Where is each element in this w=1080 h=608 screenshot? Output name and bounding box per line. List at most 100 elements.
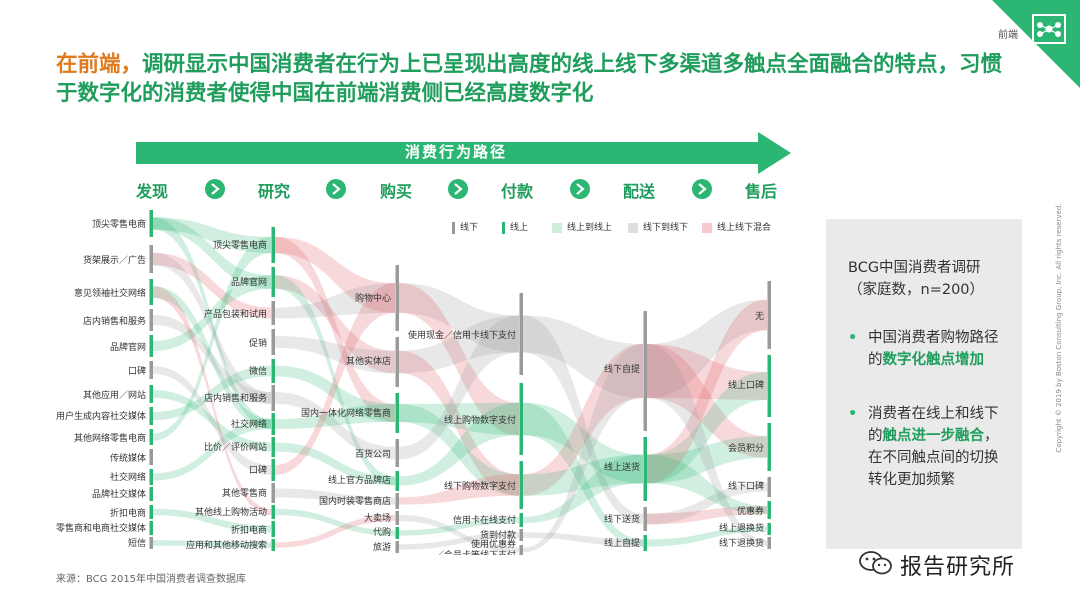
flow-band	[647, 344, 767, 400]
aftersales-node-label: 会员积分	[728, 442, 764, 454]
payment-node-bar	[519, 513, 523, 527]
research-node-label: 社交网络	[231, 418, 267, 430]
flow-band	[153, 419, 271, 481]
chevron-right-icon	[570, 179, 590, 199]
legend-label: 线上线下混合	[717, 223, 772, 233]
discover-node-bar	[149, 245, 153, 273]
stage-delivery: 配送	[623, 182, 656, 201]
flow-band	[275, 442, 395, 486]
chevron-right-icon	[692, 179, 712, 199]
discover-node-bar	[149, 385, 153, 403]
aftersales-node-label: 线上退换货	[719, 522, 764, 534]
flow-band	[275, 514, 395, 548]
aftersales-node-label: 线下口碑	[728, 480, 764, 492]
discover-node-bar	[149, 537, 153, 549]
page-title: 在前端，调研显示中国消费者在行为上已呈现出高度的线上线下多渠道多触点全面融合的特…	[56, 50, 1016, 108]
section-tag: 前端	[998, 30, 1018, 41]
flow-band	[399, 402, 519, 436]
chevron-right-icon	[326, 179, 346, 199]
aftersales-node-bar	[767, 423, 771, 471]
purchase-node-label: 线上官方品牌店	[328, 474, 391, 486]
chevron-right-icon	[205, 179, 225, 199]
legend-swatch-online	[502, 221, 505, 234]
stage-payment: 付款	[501, 182, 534, 201]
discover-node-label: 折扣电商	[110, 507, 146, 519]
aftersales-node-bar	[767, 537, 771, 549]
discover-node-label: 社交网络	[110, 471, 146, 483]
delivery-node-bar	[643, 311, 647, 431]
flow-band	[647, 344, 767, 458]
flow-band	[399, 474, 519, 505]
purchase-node-bar	[395, 541, 399, 553]
delivery-node-bar	[643, 437, 647, 501]
discover-node-bar	[149, 505, 153, 519]
journey-arrow-banner: 消费行为路径	[136, 132, 791, 176]
purchase-node-bar	[395, 493, 399, 509]
research-node-bar	[271, 301, 275, 325]
consumer-journey-sankey: 顶尖零售电商货架展示／广告意见领袖社交网络店内销售和服务品牌官网口碑其他应用／网…	[56, 210, 771, 555]
purchase-node-label: 其他实体店	[346, 355, 391, 367]
purchase-node-label: 购物中心	[355, 292, 391, 304]
research-node-bar	[271, 227, 275, 263]
headline-accent: 在前端，	[56, 52, 143, 77]
flow-band	[523, 402, 643, 547]
flow-band	[647, 299, 767, 484]
research-node-bar	[271, 437, 275, 457]
panel-bullet: • 中国消费者购物路径的数字化触点增加	[848, 327, 1008, 371]
research-node-label: 顶尖零售电商	[213, 239, 267, 251]
flow-band	[647, 454, 767, 515]
flow-band	[153, 217, 271, 289]
discover-node-bar	[149, 361, 153, 379]
research-node-bar	[271, 505, 275, 519]
legend-swatch-mixed	[702, 222, 712, 233]
wechat-icon	[859, 551, 892, 575]
flow-band	[647, 482, 767, 525]
discover-node-label: 短信	[128, 537, 146, 549]
discover-node-bar	[149, 429, 153, 445]
discover-node-bar	[149, 521, 153, 535]
aftersales-node-bar	[767, 355, 771, 417]
flow-layer	[153, 217, 767, 553]
flow-band	[153, 286, 271, 429]
discover-node-label: 传统媒体	[110, 452, 146, 464]
panel-title: BCG中国消费者调研（家庭数，n=200）	[848, 260, 985, 298]
stage-purchase: 购买	[380, 182, 413, 201]
delivery-node-bar	[643, 535, 647, 551]
flow-band	[153, 286, 271, 516]
purchase-node-bar	[395, 337, 399, 387]
bullet-dot: •	[848, 406, 858, 422]
research-node-bar	[271, 459, 275, 481]
discover-node-bar	[149, 407, 153, 425]
research-node-bar	[271, 539, 275, 551]
panel-bullet: • 消费者在线上和线下的触点进一步融合，在不同触点间的切换转化更加频繁	[848, 403, 1008, 491]
purchase-node-label: 百货公司	[355, 448, 391, 460]
research-node-bar	[271, 385, 275, 411]
flow-band	[647, 436, 767, 484]
flow-band	[153, 236, 271, 441]
flow-band	[399, 315, 519, 460]
flow-band	[523, 402, 643, 484]
flow-band	[523, 315, 643, 525]
payment-node-label: 线上购物数字支付	[444, 414, 516, 426]
delivery-node-label: 线下送货	[604, 513, 640, 525]
flow-band	[153, 217, 271, 254]
delivery-node-bar	[643, 507, 647, 531]
discover-node-label: 顶尖零售电商	[92, 218, 146, 230]
purchase-node-bar	[395, 527, 399, 539]
delivery-node-label: 线下自提	[604, 363, 640, 375]
research-node-label: 店内销售和服务	[204, 392, 267, 404]
discover-node-label: 品牌官网	[110, 341, 146, 353]
discover-node-label: 店内销售和服务	[83, 315, 146, 327]
discover-node-bar	[149, 309, 153, 331]
discover-node-bar	[149, 469, 153, 485]
stage-discover: 发现	[136, 182, 169, 201]
payment-node-label: 货到付款	[480, 529, 516, 541]
legend-swatch-online-to-online	[552, 222, 562, 233]
purchase-node-label: 旅游	[373, 541, 391, 553]
flow-band	[275, 404, 395, 429]
flow-band	[275, 236, 395, 313]
aftersales-node-bar	[767, 501, 771, 519]
flow-band	[647, 505, 767, 525]
research-node-label: 折扣电商	[231, 524, 267, 536]
purchase-node-label: 国内时装零售商店	[319, 495, 391, 507]
